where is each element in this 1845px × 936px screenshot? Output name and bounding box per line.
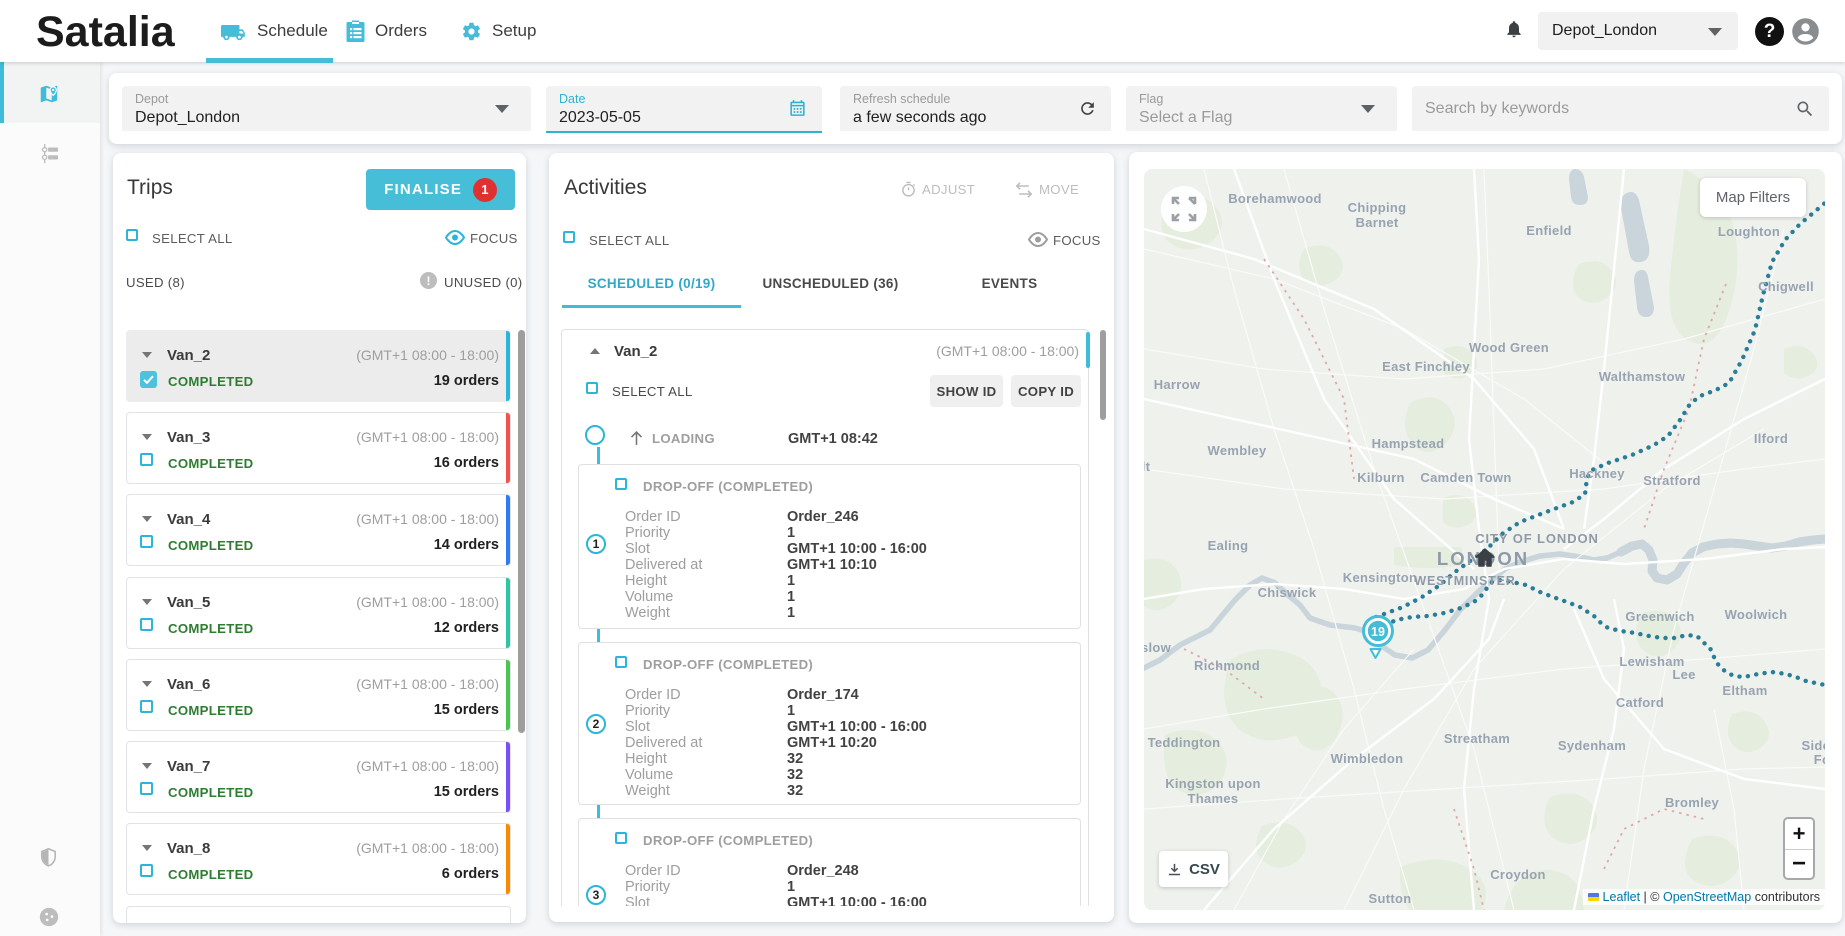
svg-text:Walthamstow: Walthamstow — [1599, 369, 1686, 384]
svg-text:Teddington: Teddington — [1148, 735, 1221, 750]
svg-text:Camden Town: Camden Town — [1420, 470, 1511, 485]
svg-text:Sydenham: Sydenham — [1558, 738, 1626, 753]
svg-text:Enfield: Enfield — [1526, 223, 1571, 238]
svg-text:Streatham: Streatham — [1444, 731, 1510, 746]
svg-text:East Finchley: East Finchley — [1382, 359, 1470, 374]
svg-text:Chipping: Chipping — [1348, 200, 1407, 215]
svg-text:Greenwich: Greenwich — [1625, 609, 1694, 624]
svg-text:lt: lt — [1144, 459, 1151, 474]
svg-text:Loughton: Loughton — [1718, 224, 1780, 239]
svg-text:slow: slow — [1144, 640, 1172, 655]
svg-text:Woolwich: Woolwich — [1725, 607, 1788, 622]
svg-text:Barnet: Barnet — [1356, 215, 1399, 230]
svg-text:Ealing: Ealing — [1208, 538, 1249, 553]
svg-text:Croydon: Croydon — [1490, 867, 1546, 882]
svg-text:Lewisham: Lewisham — [1619, 654, 1684, 669]
svg-text:Richmond: Richmond — [1194, 658, 1260, 673]
svg-text:Hackney: Hackney — [1569, 466, 1625, 481]
svg-text:Bromley: Bromley — [1665, 795, 1720, 810]
svg-text:Kingston upon: Kingston upon — [1165, 776, 1261, 791]
svg-text:Wimbledon: Wimbledon — [1331, 751, 1404, 766]
svg-text:Sutton: Sutton — [1369, 891, 1412, 906]
svg-text:Stratford: Stratford — [1643, 473, 1701, 488]
svg-text:CITY OF LONDON: CITY OF LONDON — [1475, 531, 1599, 546]
svg-text:Hampstead: Hampstead — [1372, 436, 1445, 451]
svg-text:Kilburn: Kilburn — [1357, 470, 1405, 485]
svg-text:Kensington: Kensington — [1343, 570, 1418, 585]
svg-text:Lee: Lee — [1672, 667, 1695, 682]
svg-text:Fo: Fo — [1814, 752, 1825, 767]
svg-text:Chiswick: Chiswick — [1258, 585, 1317, 600]
svg-text:Ilford: Ilford — [1754, 431, 1788, 446]
svg-text:Thames: Thames — [1188, 791, 1239, 806]
svg-text:19: 19 — [1371, 625, 1385, 639]
svg-text:Wood Green: Wood Green — [1469, 340, 1549, 355]
svg-text:Chigwell: Chigwell — [1758, 279, 1814, 294]
svg-text:Catford: Catford — [1616, 695, 1664, 710]
svg-text:Sidcu: Sidcu — [1802, 738, 1825, 753]
svg-text:Wembley: Wembley — [1208, 443, 1267, 458]
svg-text:WESTMINSTER: WESTMINSTER — [1414, 574, 1515, 588]
svg-text:Harrow: Harrow — [1154, 377, 1201, 392]
svg-text:Eltham: Eltham — [1722, 683, 1767, 698]
svg-text:Borehamwood: Borehamwood — [1228, 191, 1322, 206]
